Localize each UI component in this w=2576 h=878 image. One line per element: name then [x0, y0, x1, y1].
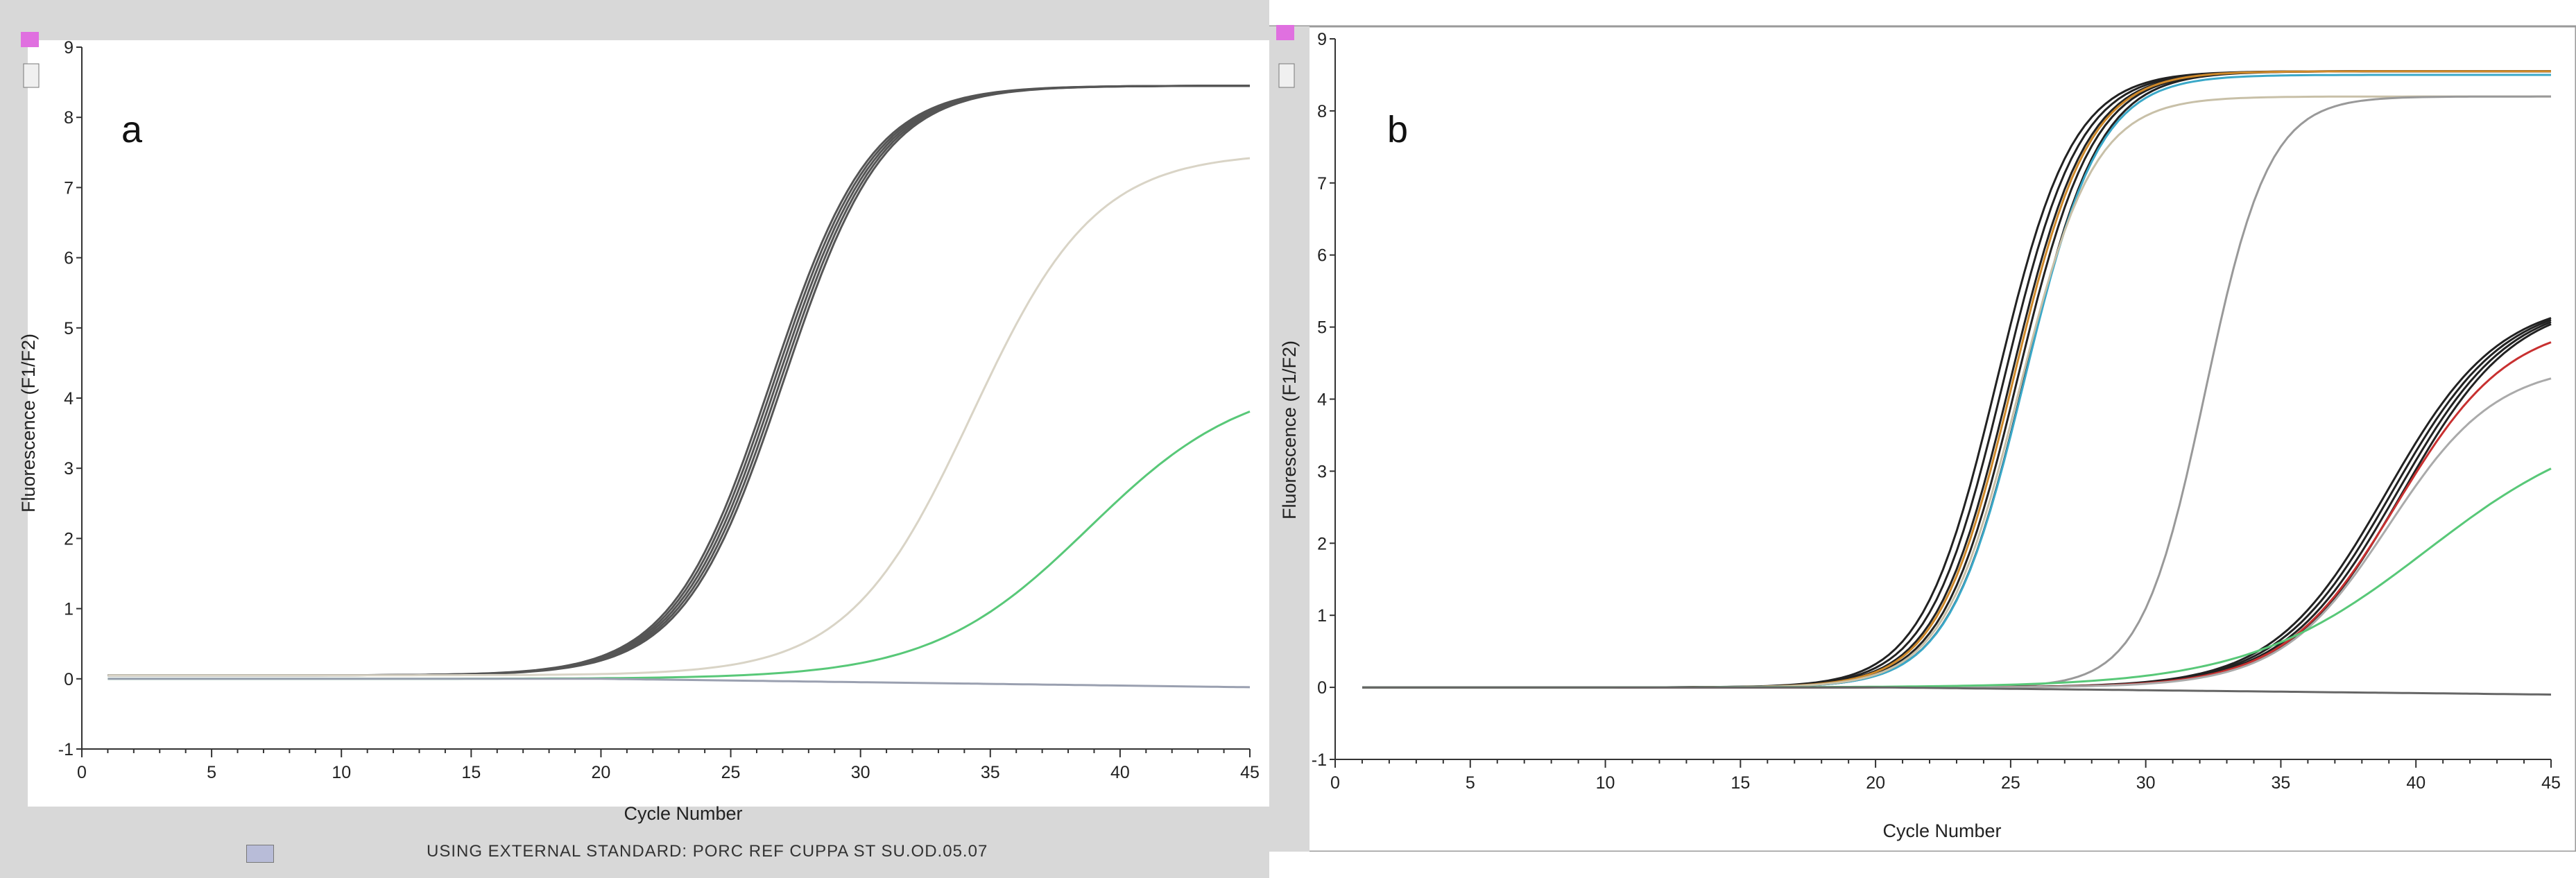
- x-tick-label-a: 30: [851, 763, 870, 782]
- x-tick-label-a: 25: [721, 763, 741, 782]
- x-tick-label-b: 40: [2406, 773, 2425, 793]
- series-line-a-2: [108, 157, 1251, 677]
- y-tick-label-a: 1: [64, 600, 74, 619]
- window-icon: [21, 32, 39, 47]
- y-tick-label-a: 7: [64, 178, 74, 198]
- y-tick-label-a: 8: [64, 108, 74, 128]
- x-tick-label-b: 25: [2001, 773, 2020, 793]
- y-tick-label-a: 0: [64, 670, 74, 689]
- bottom-strip-b: [1269, 852, 2576, 878]
- left-strip-b: [1269, 26, 1310, 852]
- x-axis-title-a: Cycle Number: [624, 803, 742, 824]
- y-tick-label-b: 6: [1317, 246, 1327, 266]
- y-tick-label-b: 7: [1317, 174, 1327, 193]
- y-tick-label-b: 2: [1317, 534, 1327, 553]
- y-tick-label-a: 5: [64, 319, 74, 338]
- series-line-b-10: [1362, 686, 2552, 696]
- y-tick-label-a: 2: [64, 529, 74, 549]
- y-tick-label-a: 6: [64, 249, 74, 268]
- x-tick-label-b: 10: [1596, 773, 1615, 793]
- x-tick-label-b: 35: [2272, 773, 2291, 793]
- y-tick-label-b: 5: [1317, 318, 1327, 338]
- panel-b: b Fluorescence (F1/F2) Cycle Number -1 0 1…: [1269, 0, 2576, 878]
- scroll-button-b[interactable]: [1278, 63, 1295, 88]
- y-tick-label-a: 4: [64, 389, 74, 408]
- x-tick-label-b: 45: [2541, 773, 2561, 793]
- x-tick-label-b: 0: [1330, 773, 1340, 793]
- status-bar-text: USING EXTERNAL STANDARD: PORC REF CUPPA …: [427, 842, 988, 861]
- y-tick-label-b: 4: [1317, 390, 1327, 410]
- plot-area-a: [28, 40, 1269, 807]
- y-tick-label-a: -1: [58, 740, 74, 759]
- x-tick-label-a: 35: [981, 763, 1000, 782]
- x-tick-label-a: 10: [332, 763, 351, 782]
- chart-b: b Fluorescence (F1/F2) Cycle Number -101…: [1269, 25, 2576, 878]
- scroll-button[interactable]: [23, 63, 40, 88]
- series-line-a-4: [108, 678, 1251, 689]
- panel-label-b: b: [1387, 109, 1408, 150]
- x-tick-label-b: 5: [1466, 773, 1475, 793]
- x-tick-label-b: 30: [2136, 773, 2156, 793]
- x-tick-label-b: 20: [1866, 773, 1885, 793]
- x-tick-label-a: 15: [461, 763, 481, 782]
- x-tick-label-a: 45: [1240, 763, 1260, 782]
- panel-label-a: a: [121, 109, 143, 150]
- x-tick-label-a: 5: [207, 763, 216, 782]
- x-tick-label-a: 20: [592, 763, 611, 782]
- x-tick-label-a: 40: [1110, 763, 1130, 782]
- x-tick-label-a: 0: [77, 763, 87, 782]
- status-icon: [246, 845, 274, 863]
- y-tick-label-a: 3: [64, 459, 74, 479]
- y-tick-label-b: 3: [1317, 462, 1327, 481]
- panel-a: a Fluorescence (F1/F2) Cycle Number -1 0 1…: [0, 0, 1269, 878]
- x-axis-title-b: Cycle Number: [1882, 820, 2001, 841]
- y-tick-label-a: 9: [64, 38, 74, 58]
- frame-b: [1269, 25, 2576, 853]
- window-icon-b: [1276, 25, 1294, 40]
- y-tick-label-b: 8: [1317, 102, 1327, 121]
- y-axis-title-b: Fluorescence (F1/F2): [1279, 341, 1300, 519]
- y-tick-label-b: 0: [1317, 678, 1327, 698]
- chart-a: a Fluorescence (F1/F2) Cycle Number -101…: [18, 32, 1269, 824]
- y-tick-label-b: 1: [1317, 606, 1327, 626]
- y-axis-title-a: Fluorescence (F1/F2): [18, 334, 39, 513]
- x-tick-label-b: 15: [1731, 773, 1750, 793]
- y-tick-label-b: -1: [1312, 750, 1327, 770]
- y-tick-label-b: 9: [1317, 30, 1327, 49]
